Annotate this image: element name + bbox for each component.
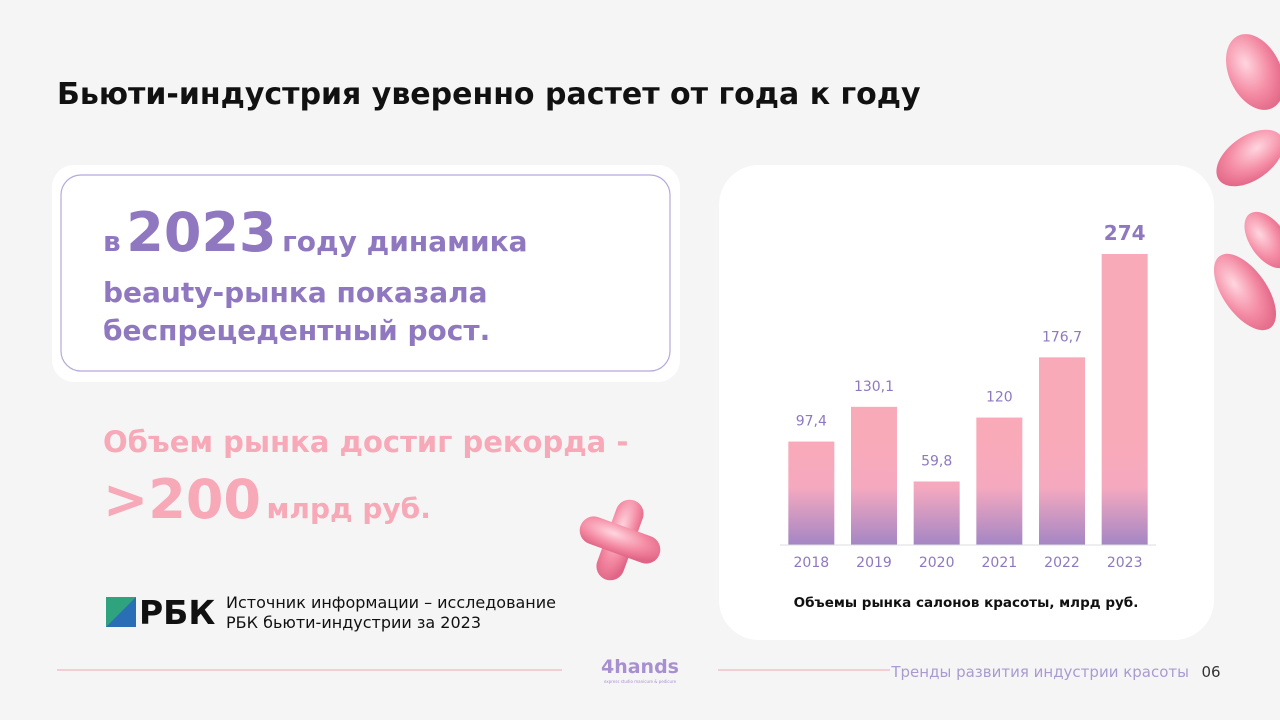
record-text: Объем рынка достиг рекорда - — [103, 425, 628, 459]
brand: 4hands — [601, 656, 679, 678]
callout-border — [60, 174, 671, 372]
x-tick-label: 2018 — [794, 555, 830, 571]
x-tick-label: 2023 — [1107, 555, 1143, 571]
slide-title: Бьюти-индустрия уверенно растет от года … — [57, 77, 921, 112]
bar — [1039, 357, 1085, 545]
callout-card — [52, 165, 680, 382]
x-tick-label: 2022 — [1044, 555, 1080, 571]
callout-text: в — [103, 225, 121, 258]
bar — [1101, 254, 1148, 545]
callout-year: 2023 — [126, 201, 276, 264]
callout-text: году динамика — [282, 225, 527, 258]
plot: 97,4 2018 130,1 2019 59,8 2020 120 2021 176,7 202… — [780, 221, 1156, 571]
page-number: 06 — [1201, 663, 1220, 681]
footer-topic: Тренды развития индустрии красоты — [890, 663, 1189, 681]
value-label: 59,8 — [921, 453, 952, 469]
x-tick-label: 2020 — [919, 555, 955, 571]
logo-text: РБК — [139, 593, 215, 632]
x-tick-label: 2019 — [856, 555, 892, 571]
source-text: РБК бьюти-индустрии за 2023 — [226, 613, 481, 632]
value-label: 130,1 — [854, 379, 894, 395]
value-label: 97,4 — [796, 414, 827, 430]
chart-card — [719, 165, 1214, 640]
bar — [851, 406, 897, 545]
bar — [788, 441, 835, 545]
record-line: >200 млрд руб. — [103, 468, 431, 531]
source: РБК Источник информации – исследование Р… — [106, 593, 556, 632]
callout-text: беспрецедентный рост. — [103, 314, 490, 347]
record-number: >200 — [103, 468, 261, 531]
value-label: 274 — [1104, 221, 1146, 245]
value-label: 176,7 — [1042, 329, 1082, 345]
bar — [976, 417, 1023, 545]
callout-line: в 2023 году динамика — [103, 201, 528, 264]
source-text: Источник информации – исследование — [226, 593, 556, 612]
x-tick-label: 2021 — [982, 555, 1018, 571]
record-unit: млрд руб. — [267, 492, 431, 525]
bar — [913, 481, 960, 545]
callout-text: beauty-рынка показала — [103, 276, 488, 309]
chart-title: Объемы рынка салонов красоты, млрд руб. — [794, 595, 1139, 611]
value-label: 120 — [986, 390, 1013, 406]
brand-sub: express studio manicure & pedicure — [604, 679, 677, 684]
decoration — [579, 34, 1280, 581]
logo-icon — [106, 597, 136, 627]
